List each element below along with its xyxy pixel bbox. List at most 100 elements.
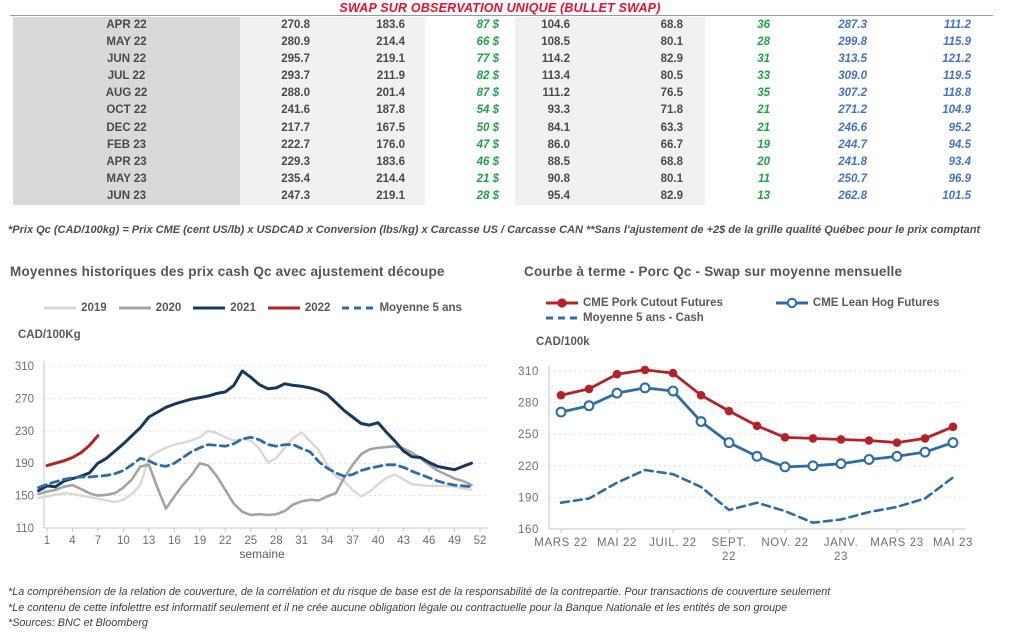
legend-label: Moyenne 5 ans - Cash — [583, 312, 704, 324]
svg-text:43: 43 — [397, 535, 410, 547]
table-footnote: *Prix Qc (CAD/100kg) = Prix CME (cent US… — [8, 224, 981, 236]
table-value-cell: 111.2 — [880, 17, 993, 35]
table-value-cell: 95.4 — [515, 187, 592, 206]
legend-item-moyenne-5-ans-cash: Moyenne 5 ans - Cash — [545, 312, 704, 324]
svg-text:22: 22 — [219, 535, 232, 547]
table-value-cell: 214.4 — [330, 170, 425, 188]
table-value-cell: 104.9 — [880, 102, 993, 120]
svg-text:34: 34 — [321, 535, 334, 547]
svg-text:190: 190 — [518, 492, 539, 504]
table-value-cell: 299.8 — [782, 34, 880, 52]
svg-text:190: 190 — [15, 458, 34, 470]
swap-table: APR 22 270.8 183.6 87 $104.6 68.8 36 287.3 111.… — [13, 17, 993, 206]
dashed-line-swatch — [546, 316, 578, 320]
table-value-cell: 183.6 — [330, 153, 425, 171]
svg-text:19: 19 — [193, 535, 206, 547]
table-value-cell: 93.3 — [515, 102, 592, 120]
table-value-cell: 167.5 — [330, 119, 425, 137]
line-swatch — [267, 306, 300, 310]
table-value-cell: 86.0 — [515, 136, 592, 154]
right-chart-title: Courbe à terme - Porc Qc - Swap sur moye… — [524, 264, 903, 279]
svg-text:JANV.: JANV. — [824, 537, 859, 549]
legend-item-2022: 2022 — [267, 302, 331, 314]
footer-line: *Sources: BNC et Bloomberg — [8, 617, 148, 629]
table-value-cell: 35 — [705, 85, 782, 103]
table-value-cell: 84.1 — [515, 119, 592, 137]
table-value-cell: 68.8 — [592, 153, 705, 171]
table-value-cell: 50 $ — [425, 119, 515, 137]
table-month-cell: MAY 22 — [13, 34, 240, 52]
legend-label: CME Lean Hog Futures — [812, 297, 940, 309]
svg-text:MARS 22: MARS 22 — [534, 537, 587, 549]
line-swatch — [193, 306, 226, 310]
legend-item-cme-pork-cutout-futures: CME Pork Cutout Futures — [545, 297, 723, 309]
svg-text:25: 25 — [244, 535, 257, 547]
svg-text:230: 230 — [15, 426, 34, 438]
footer-line: *La compréhension de la relation de couv… — [8, 586, 831, 598]
table-value-cell: 262.8 — [782, 187, 880, 206]
svg-text:10: 10 — [117, 535, 130, 547]
table-value-cell: 87 $ — [425, 17, 515, 35]
table-month-cell: FEB 23 — [13, 136, 240, 154]
table-value-cell: 201.4 — [330, 85, 425, 103]
table-value-cell: 93.4 — [880, 153, 993, 171]
table-value-cell: 101.5 — [880, 187, 993, 206]
table-value-cell: 313.5 — [782, 51, 880, 69]
legend-label: 2022 — [304, 302, 331, 314]
table-value-cell: 68.8 — [592, 17, 705, 35]
table-month-cell: JUL 22 — [13, 68, 240, 86]
svg-text:13: 13 — [142, 535, 155, 547]
table-month-cell: OCT 22 — [13, 102, 240, 120]
table-value-cell: 187.8 — [330, 102, 425, 120]
table-value-cell: 176.0 — [330, 136, 425, 154]
page-title: SWAP SUR OBSERVATION UNIQUE (BULLET SWAP… — [339, 1, 661, 15]
svg-text:46: 46 — [423, 535, 436, 547]
svg-text:310: 310 — [518, 366, 539, 378]
svg-text:280: 280 — [518, 398, 539, 410]
svg-text:MARS 23: MARS 23 — [870, 537, 923, 549]
table-value-cell: 250.7 — [782, 170, 880, 188]
table-value-cell: 77 $ — [425, 51, 515, 69]
table-value-cell: 21 — [705, 119, 782, 137]
svg-text:4: 4 — [69, 535, 76, 547]
table-value-cell: 11 — [705, 170, 782, 188]
table-value-cell: 80.1 — [592, 170, 705, 188]
legend-label: 2019 — [81, 302, 107, 314]
dashed-line-swatch — [342, 306, 375, 310]
table-month-cell: APR 23 — [13, 153, 240, 171]
svg-text:160: 160 — [518, 524, 539, 536]
table-value-cell: 235.4 — [240, 170, 330, 188]
table-value-cell: 219.1 — [330, 51, 425, 69]
table-value-cell: 280.9 — [240, 34, 330, 52]
table-value-cell: 121.2 — [880, 51, 993, 69]
table-value-cell: 287.3 — [782, 17, 880, 35]
table-month-cell: AUG 22 — [13, 85, 240, 103]
table-value-cell: 90.8 — [515, 170, 592, 188]
legend-item-cme-lean-hog-futures: CME Lean Hog Futures — [775, 297, 940, 309]
legend-item-2019: 2019 — [43, 302, 107, 314]
table-value-cell: 54 $ — [425, 102, 515, 120]
left-chart-svg: 110 150 190 230 270 310 1 4 7 10 13 16 19 22 25 28 31 34 3… — [15, 361, 488, 561]
table-value-cell: 66.7 — [592, 136, 705, 154]
left-chart-title: Moyennes historiques des prix cash Qc av… — [10, 264, 445, 279]
table-value-cell: 80.1 — [592, 34, 705, 52]
right-chart-y-unit: CAD/100k — [536, 336, 590, 348]
svg-text:52: 52 — [474, 535, 487, 547]
line-swatch — [44, 306, 77, 310]
svg-text:1: 1 — [44, 535, 50, 547]
table-value-cell: 211.9 — [330, 68, 425, 86]
table-value-cell: 82.9 — [592, 51, 705, 69]
table-value-cell: 244.7 — [782, 136, 880, 154]
table-value-cell: 104.6 — [515, 17, 592, 35]
table-value-cell: 229.3 — [240, 153, 330, 171]
svg-text:28: 28 — [270, 535, 283, 547]
svg-text:SEPT.: SEPT. — [712, 537, 747, 549]
svg-text:40: 40 — [372, 535, 385, 547]
table-value-cell: 80.5 — [592, 68, 705, 86]
table-value-cell: 288.0 — [240, 85, 330, 103]
table-value-cell: 241.8 — [782, 153, 880, 171]
legend-item-moyenne-5-ans: Moyenne 5 ans — [341, 302, 462, 314]
table-value-cell: 28 $ — [425, 187, 515, 206]
table-value-cell: 46 $ — [425, 153, 515, 171]
table-value-cell: 108.5 — [515, 34, 592, 52]
